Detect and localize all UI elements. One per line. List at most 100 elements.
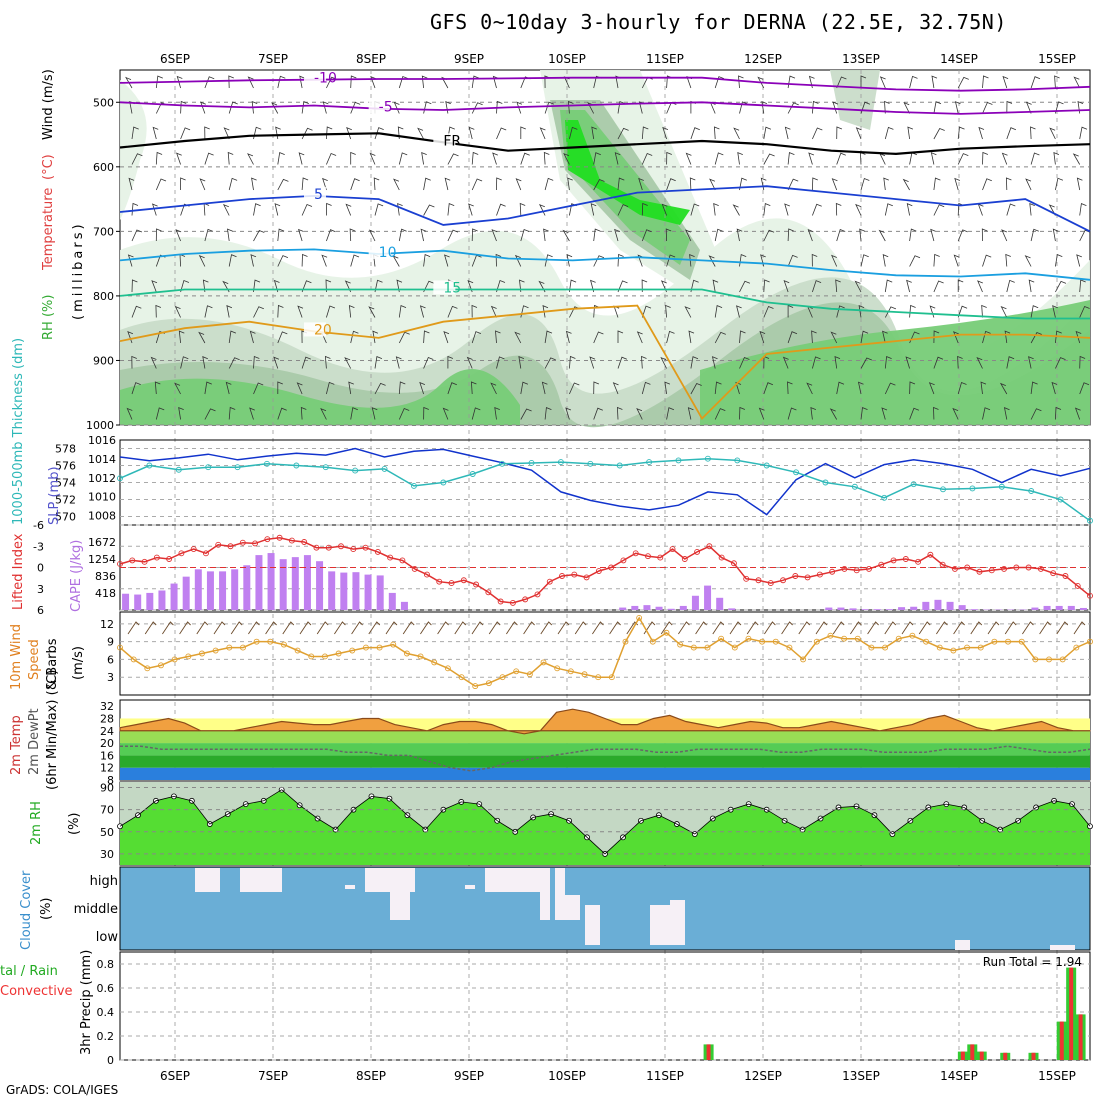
wind-barb-3-6 (204, 228, 214, 242)
lifted-pt-6 (190, 546, 197, 553)
wind-barb-18-7 (566, 254, 573, 267)
precip-conv-bar-6 (1059, 1021, 1064, 1060)
wind-barb-7-1 (301, 101, 309, 114)
wind-barb-20-2 (617, 127, 629, 140)
wind-barb-36-10 (1004, 330, 1011, 344)
wind-barb-39-8 (1079, 279, 1086, 293)
wind10-pt-23 (431, 659, 438, 666)
wind-barb-6-8 (273, 279, 280, 293)
temp-band-3 (120, 730, 1090, 744)
wind-barb-1-13 (155, 407, 165, 420)
thick-ytick-1: 572 (55, 494, 76, 507)
wind10-pt-1 (130, 656, 137, 663)
sfc-barb-21 (488, 621, 501, 635)
sfc-barb-27 (592, 621, 604, 635)
sfc-barb-18 (437, 621, 449, 635)
wind-barb-9-6 (349, 228, 356, 242)
wind-barb-18-8 (569, 279, 577, 293)
rh-ylabel: 2m RH (29, 801, 44, 845)
wind-barb-17-11 (544, 357, 556, 369)
top-day-label-4: 10SEP (548, 52, 586, 66)
wind10-pt-40 (663, 629, 670, 636)
wind-barb-35-3 (982, 151, 989, 165)
wind-barb-39-13 (1074, 407, 1081, 420)
wind-barb-37-1 (1025, 101, 1032, 114)
wind-barb-10-11 (374, 356, 383, 369)
wind-barb-31-4 (883, 177, 889, 191)
wind-barb-28-8 (812, 280, 822, 293)
wind-barb-27-5 (784, 203, 790, 216)
wind-barb-26-1 (761, 100, 768, 114)
cloud-ylabel: Cloud Cover (19, 870, 34, 950)
sfc-barb-51 (1004, 621, 1017, 635)
wind-barb-21-11 (641, 355, 647, 369)
wind-barb-24-8 (712, 279, 719, 293)
rh-shade-8 (565, 120, 690, 225)
wind-barb-38-5 (1048, 204, 1056, 216)
isotherm-label-6: 20 (314, 322, 332, 338)
sfc-barb-16 (402, 621, 415, 635)
wind-ylabel-3: & Barbs (45, 638, 60, 690)
wind10-pt-50 (800, 656, 807, 663)
wind-barb-30-8 (854, 280, 862, 293)
wind-barb-22-3 (666, 151, 672, 165)
wind-barb-39-3 (1072, 153, 1081, 165)
wind-barb-6-3 (277, 152, 285, 165)
wind-barb-13-13 (442, 407, 449, 420)
top-day-label-2: 8SEP (356, 52, 386, 66)
cape-bar-61 (861, 609, 869, 610)
wind-barb-24-3 (714, 152, 724, 165)
wind-barb-7-11 (301, 356, 311, 369)
wind-barb-27-9 (787, 304, 794, 318)
isotherm-1 (119, 101, 1091, 115)
wind-barb-19-11 (589, 356, 596, 369)
isotherm-0 (119, 76, 1091, 92)
precip-panel-frame (119, 951, 1091, 1061)
li-ytick-4: 6 (37, 604, 44, 617)
wind-barb-16-5 (519, 202, 526, 216)
wind-barb-34-11 (957, 355, 963, 369)
wind-barb-20-8 (617, 280, 628, 293)
wind-barb-4-13 (228, 406, 236, 420)
wind-barb-24-9 (714, 305, 723, 318)
wind-barb-32-8 (906, 279, 912, 293)
wind-barb-1-12 (154, 381, 161, 395)
wind-barb-25-9 (736, 305, 742, 318)
wind-barb-0-7 (127, 254, 134, 267)
rh-ylabel-unit: (%) (67, 813, 82, 836)
cape-bar-70 (970, 609, 978, 610)
cape-bar-59 (837, 607, 845, 610)
wind-barb-18-13 (565, 407, 572, 420)
wind-barb-8-13 (320, 408, 327, 420)
sfc-barb-35 (729, 621, 742, 635)
wind-barb-15-4 (496, 177, 502, 191)
wind-barb-22-6 (665, 228, 672, 242)
top-day-label-1: 7SEP (258, 52, 288, 66)
wind-barb-2-12 (174, 382, 181, 395)
isotherm-label-bg-3 (304, 186, 326, 201)
wind-barb-18-6 (562, 229, 570, 242)
wind-barb-16-1 (516, 101, 523, 114)
wind-barb-20-5 (617, 204, 629, 216)
dewpt-line (120, 745, 1091, 772)
isotherm-label-bg-6 (304, 322, 326, 337)
wind-barb-21-12 (641, 381, 651, 395)
wind-barb-18-2 (569, 126, 578, 140)
wind-barb-9-0 (350, 75, 357, 89)
wind-barb-5-13 (249, 407, 255, 420)
sfc-barb-38 (781, 621, 793, 635)
temp-ytick-0: 8 (107, 774, 114, 787)
wind-barb-6-5 (274, 203, 281, 216)
wind-barb-38-1 (1055, 101, 1064, 114)
cape-bar-5 (182, 576, 190, 610)
wind-barb-31-6 (878, 229, 886, 242)
wind-barb-19-8 (590, 279, 596, 293)
wind-barb-16-8 (519, 279, 525, 293)
wind-barb-33-12 (928, 382, 935, 395)
wind-barb-14-4 (471, 178, 483, 191)
wind-barb-29-12 (836, 381, 845, 395)
lifted-pt-41 (620, 557, 627, 564)
precip-ytick-4: 0.8 (97, 958, 115, 971)
wind10-pt-31 (540, 659, 547, 666)
temp-ytick-1: 12 (100, 762, 114, 775)
